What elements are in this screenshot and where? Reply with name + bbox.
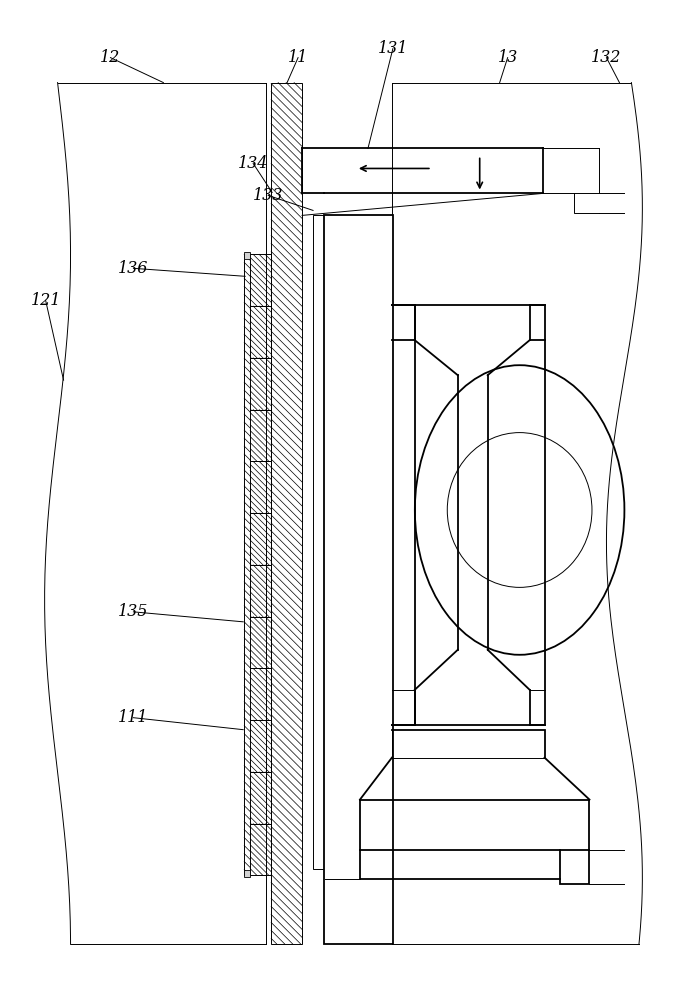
Bar [324, 215, 393, 944]
Bar [271, 83, 302, 944]
Text: 132: 132 [591, 49, 621, 66]
Text: 11: 11 [288, 49, 308, 66]
Text: 131: 131 [377, 40, 408, 57]
Bar [244, 254, 250, 875]
Text: 13: 13 [497, 49, 518, 66]
Text: 12: 12 [100, 49, 121, 66]
Text: 134: 134 [238, 155, 268, 172]
Text: 136: 136 [118, 260, 148, 277]
Bar [313, 215, 324, 869]
Polygon shape [392, 83, 642, 944]
Text: 135: 135 [118, 603, 148, 620]
Text: 111: 111 [118, 709, 148, 726]
Bar [244, 870, 250, 877]
Bar [244, 252, 250, 259]
Polygon shape [44, 83, 266, 944]
Text: 121: 121 [30, 292, 61, 309]
Text: 133: 133 [253, 187, 283, 204]
